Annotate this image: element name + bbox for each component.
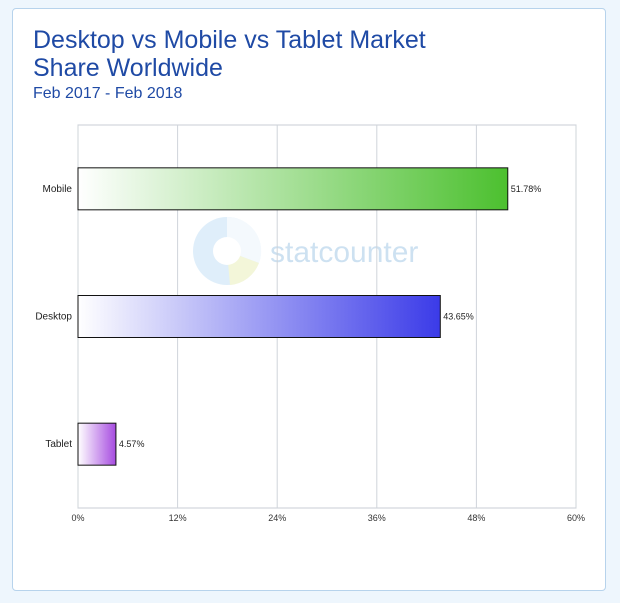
- bar-tablet: [77, 422, 117, 466]
- data-label: 51.78%: [511, 184, 542, 194]
- watermark-text: statcounter: [270, 236, 418, 269]
- x-tick-label: 24%: [268, 513, 286, 523]
- bar-desktop: [77, 295, 441, 338]
- bar-mobile: [77, 167, 509, 211]
- x-tick-label: 60%: [567, 513, 585, 523]
- category-label: Desktop: [35, 312, 72, 323]
- chart-subtitle: Feb 2017 - Feb 2018: [33, 85, 183, 102]
- chart-title: Desktop vs Mobile vs Tablet Market Share…: [33, 26, 426, 82]
- x-tick-label: 36%: [368, 513, 386, 523]
- statcounter-watermark: statcounter: [193, 216, 418, 285]
- category-label: Tablet: [45, 439, 72, 450]
- watermark-logo: [193, 217, 261, 285]
- x-tick-label: 48%: [467, 513, 485, 523]
- data-label: 4.57%: [119, 439, 145, 449]
- data-label: 43.65%: [443, 312, 474, 322]
- category-label: Mobile: [43, 184, 73, 195]
- x-tick-label: 12%: [169, 513, 187, 523]
- x-tick-label: 0%: [71, 513, 84, 523]
